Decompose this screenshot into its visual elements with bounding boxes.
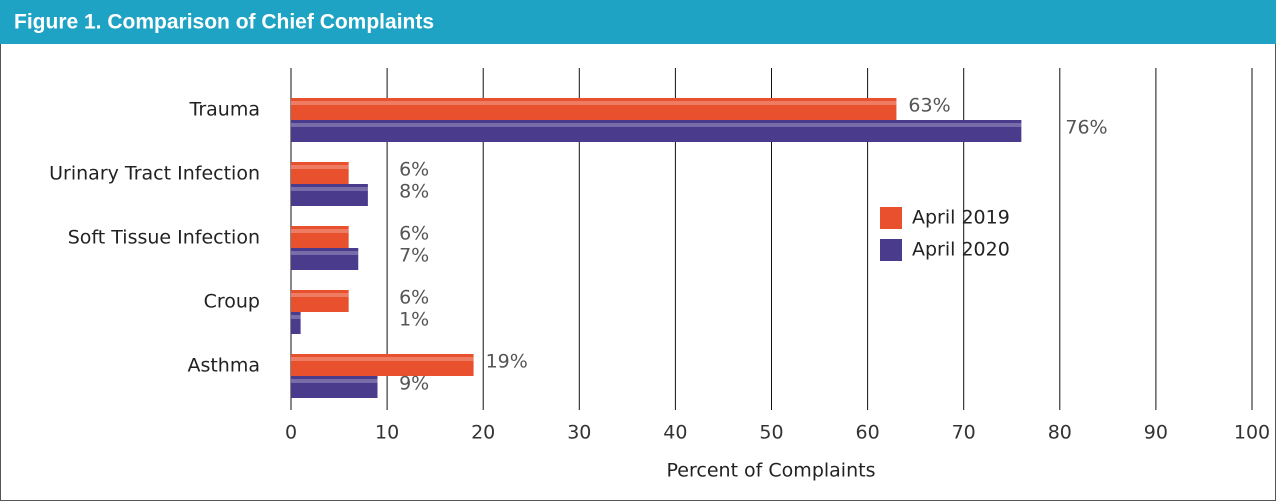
- y-tick-label: Trauma: [189, 99, 260, 121]
- bar: [291, 98, 897, 120]
- x-tick-label: 40: [663, 422, 687, 444]
- y-tick-label: Soft Tissue Infection: [68, 227, 260, 249]
- bar: [291, 354, 474, 376]
- x-tick-label: 10: [375, 422, 399, 444]
- bar-highlight: [291, 187, 368, 191]
- x-tick-label: 20: [471, 422, 495, 444]
- bar-highlight: [291, 293, 349, 297]
- bar-highlight: [291, 123, 1022, 127]
- bar-highlight: [291, 315, 301, 319]
- value-label: 6%: [399, 287, 429, 309]
- bar: [291, 248, 359, 270]
- bar-highlight: [291, 101, 897, 105]
- value-label: 7%: [399, 245, 429, 267]
- bar: [291, 226, 349, 248]
- y-tick-label: Asthma: [187, 355, 260, 377]
- x-tick-label: 30: [567, 422, 591, 444]
- x-tick-label: 80: [1048, 422, 1072, 444]
- value-label: 19%: [486, 351, 528, 373]
- bar-highlight: [291, 357, 474, 361]
- value-label: 1%: [399, 309, 429, 331]
- value-label: 76%: [1065, 117, 1107, 139]
- chart-title: Figure 1. Comparison of Chief Complaints: [14, 11, 434, 34]
- legend-swatch: [880, 239, 902, 261]
- bar: [291, 376, 378, 398]
- value-label: 6%: [399, 223, 429, 245]
- y-tick-label: Croup: [204, 291, 260, 313]
- bar-highlight: [291, 165, 349, 169]
- y-tick-label: Urinary Tract Infection: [49, 163, 260, 185]
- legend-swatch: [880, 207, 902, 229]
- bar: [291, 162, 349, 184]
- x-tick-label: 90: [1144, 422, 1168, 444]
- x-tick-label: 60: [856, 422, 880, 444]
- bar: [291, 312, 301, 334]
- x-tick-label: 70: [952, 422, 976, 444]
- header-bar: [0, 0, 1276, 44]
- x-tick-label: 0: [285, 422, 297, 444]
- x-tick-label: 100: [1234, 422, 1270, 444]
- bar: [291, 120, 1022, 142]
- x-tick-label: 50: [759, 422, 783, 444]
- bar-highlight: [291, 229, 349, 233]
- legend-label: April 2019: [912, 207, 1010, 229]
- bar-highlight: [291, 251, 359, 255]
- bar: [291, 184, 368, 206]
- x-axis-label: Percent of Complaints: [667, 460, 876, 482]
- bar-highlight: [291, 379, 378, 383]
- value-label: 63%: [908, 95, 950, 117]
- value-label: 6%: [399, 159, 429, 181]
- value-label: 8%: [399, 181, 429, 203]
- value-label: 9%: [399, 373, 429, 395]
- bar: [291, 290, 349, 312]
- legend-label: April 2020: [912, 239, 1010, 261]
